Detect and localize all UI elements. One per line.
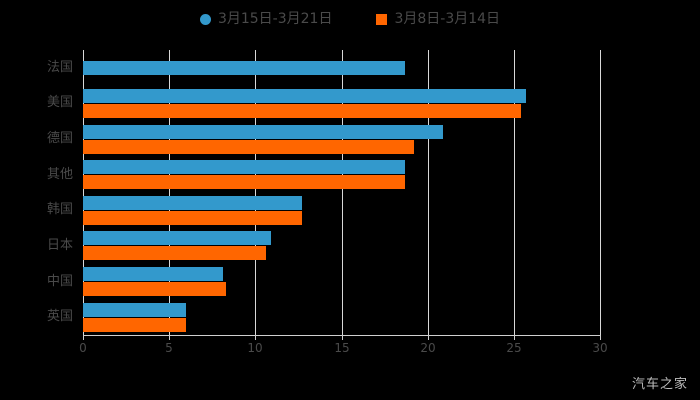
legend-square-icon [376, 13, 388, 25]
y-axis-tick-label: 英国 [46, 309, 73, 325]
x-axis-tick-label: 15 [334, 341, 350, 355]
bar [83, 195, 302, 210]
legend-item-label: 3月8日-3月14日 [394, 11, 501, 27]
bar [83, 246, 266, 261]
bar [83, 139, 414, 154]
gridline-vertical [255, 50, 256, 335]
x-axis-tick-label: 20 [420, 341, 436, 355]
gridline-vertical [600, 50, 601, 335]
x-axis-tick-mark [83, 335, 84, 340]
legend-circle-icon [199, 13, 211, 25]
gridline-vertical [169, 50, 170, 335]
bar [83, 88, 526, 103]
y-axis-tick-label: 中国 [46, 273, 73, 289]
x-axis-tick-label: 5 [165, 341, 173, 355]
bar [83, 317, 187, 332]
x-axis-tick-label: 30 [592, 341, 608, 355]
bar [83, 60, 406, 75]
y-axis-labels: 法国美国德国其他韩国日本中国英国 [0, 50, 73, 335]
y-axis-tick-label: 美国 [46, 95, 73, 111]
x-axis-tick-label: 10 [247, 341, 263, 355]
x-axis-tick-mark [255, 335, 256, 340]
legend-item[interactable]: 3月15日-3月21日 [199, 11, 333, 27]
bar [83, 282, 227, 297]
x-axis-tick-mark [342, 335, 343, 340]
bar [83, 231, 271, 246]
bar [83, 210, 302, 225]
gridline-vertical [342, 50, 343, 335]
gridline-vertical [83, 50, 84, 335]
x-axis-tick-mark [600, 335, 601, 340]
x-axis-tick-mark [169, 335, 170, 340]
y-axis-tick-label: 其他 [46, 166, 73, 182]
y-axis-tick-label: 韩国 [46, 202, 73, 218]
legend-item[interactable]: 3月8日-3月14日 [376, 12, 500, 26]
y-axis-tick-label: 日本 [46, 237, 73, 253]
bar [83, 124, 444, 139]
chart-legend: 3月15日-3月21日 3月8日-3月14日 [0, 8, 700, 30]
x-axis-tick-label: 25 [506, 341, 522, 355]
bar [83, 267, 223, 282]
y-axis-tick-label: 法国 [46, 59, 73, 75]
legend-item-label: 3月15日-3月21日 [217, 11, 333, 27]
gridline-vertical [514, 50, 515, 335]
plot-area [83, 50, 601, 335]
bar [83, 160, 406, 175]
x-axis-tick-label: 0 [79, 341, 87, 355]
watermark: 汽车之家 [631, 377, 688, 392]
x-axis-tick-mark [514, 335, 515, 340]
bar [83, 103, 521, 118]
y-axis-tick-label: 德国 [46, 131, 73, 147]
bar [83, 175, 406, 190]
gridline-vertical [428, 50, 429, 335]
x-axis-tick-mark [428, 335, 429, 340]
bar [83, 302, 187, 317]
